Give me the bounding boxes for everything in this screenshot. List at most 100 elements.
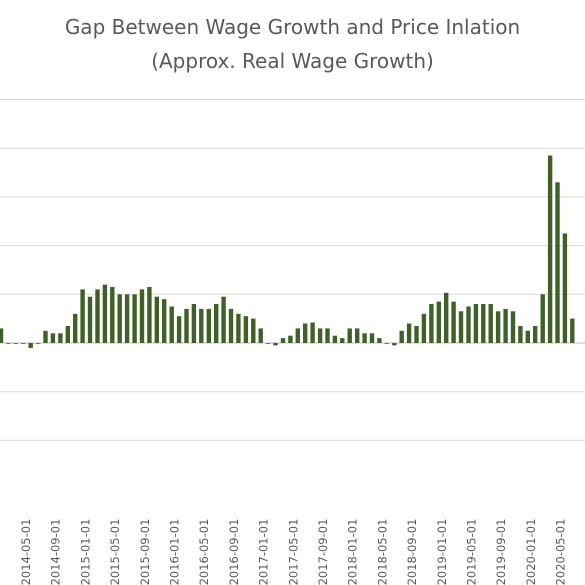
x-tick-label: 2020-01-01 [524,519,538,585]
x-tick-label: 2018-01-01 [346,519,360,585]
bar [258,328,263,343]
bar [243,316,249,343]
bar [124,294,130,343]
bar [421,313,427,343]
bar [199,308,204,343]
bar [525,330,530,343]
bar [362,333,367,343]
bar [191,304,197,343]
bar [73,313,78,343]
bar [355,328,360,343]
bar [184,308,189,343]
x-tick-label: 2016-05-01 [197,519,211,585]
bar [436,301,441,343]
bar [458,311,464,343]
x-tick-label: 2017-09-01 [316,519,330,585]
bar [132,294,137,343]
bar [80,289,85,343]
bar [214,304,219,343]
x-axis-tick-labels: 2014-05-01 2014-09-01 2015-01-01 2015-05-01… [19,519,568,585]
bar [21,343,26,344]
bar [518,326,523,343]
x-tick-label: 2019-05-01 [465,519,479,585]
bar [28,343,33,348]
bar [510,311,516,343]
bar [555,182,560,343]
bar [562,233,568,343]
bar [110,287,115,343]
bar [147,287,152,343]
bar [65,326,70,343]
x-tick-label: 2015-09-01 [138,519,152,585]
bar [206,308,211,343]
bar [340,338,345,343]
bar [43,330,48,343]
bar [6,343,11,344]
x-tick-label: 2019-09-01 [494,519,508,585]
x-tick-label: 2019-01-01 [435,519,449,585]
bar [547,155,553,343]
x-tick-label: 2016-09-01 [227,519,241,585]
bar [570,318,575,343]
chart-title: Gap Between Wage Growth and Price Inlati… [64,15,521,39]
bar [414,326,419,343]
bar [273,343,278,346]
bar [429,304,434,343]
bar [0,328,4,343]
bar [139,289,145,343]
bar [384,343,389,344]
x-tick-label: 2017-01-01 [257,519,271,585]
bar [102,284,108,343]
bar [280,338,286,343]
bar [481,304,486,343]
bar [169,306,174,343]
bar [288,335,293,343]
bar [35,343,41,344]
bar [488,304,493,343]
bar [325,328,330,343]
x-tick-label: 2014-09-01 [49,519,63,585]
x-tick-label: 2015-01-01 [78,519,92,585]
bar [303,323,308,343]
gridlines [0,99,585,441]
bar [332,335,338,343]
x-tick-label: 2014-05-01 [19,519,33,585]
bar [176,316,182,343]
bar [221,296,226,343]
bar [154,296,159,343]
bar [540,294,545,343]
bar [87,296,93,343]
bar [251,318,256,343]
x-tick-label: 2017-05-01 [286,519,300,585]
bar [451,301,456,343]
bar [317,328,323,343]
bar [50,333,56,343]
bar [406,323,412,343]
bar [392,343,397,346]
bar [495,311,501,343]
chart-subtitle: (Approx. Real Wage Growth) [151,49,434,73]
bar [466,306,471,343]
bar [503,308,508,343]
x-tick-label: 2018-05-01 [375,519,389,585]
bar [295,328,300,343]
bar [533,326,538,343]
bar [347,328,352,343]
bar-series [0,155,575,348]
bar [444,292,449,343]
x-tick-label: 2015-05-01 [108,519,122,585]
bar [228,308,234,343]
x-tick-label: 2020-05-01 [554,519,568,585]
bar [399,330,404,343]
x-tick-label: 2016-01-01 [168,519,182,585]
bar [377,338,382,343]
x-tick-label: 2018-09-01 [405,519,419,585]
bar [162,299,167,343]
bar [473,304,479,343]
bar [369,333,375,343]
bar [13,343,18,344]
bar [58,333,63,343]
bar [265,343,271,344]
